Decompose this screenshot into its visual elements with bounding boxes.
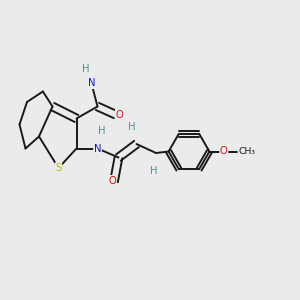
Text: S: S — [56, 163, 62, 173]
Text: H: H — [82, 64, 90, 74]
Text: O: O — [109, 176, 116, 186]
Text: H: H — [150, 166, 158, 176]
Text: O: O — [220, 146, 228, 157]
Text: H: H — [98, 125, 106, 136]
Text: O: O — [116, 110, 123, 120]
Text: N: N — [88, 78, 95, 88]
Text: CH₃: CH₃ — [238, 147, 256, 156]
Text: H: H — [128, 122, 136, 133]
Text: N: N — [94, 143, 101, 154]
